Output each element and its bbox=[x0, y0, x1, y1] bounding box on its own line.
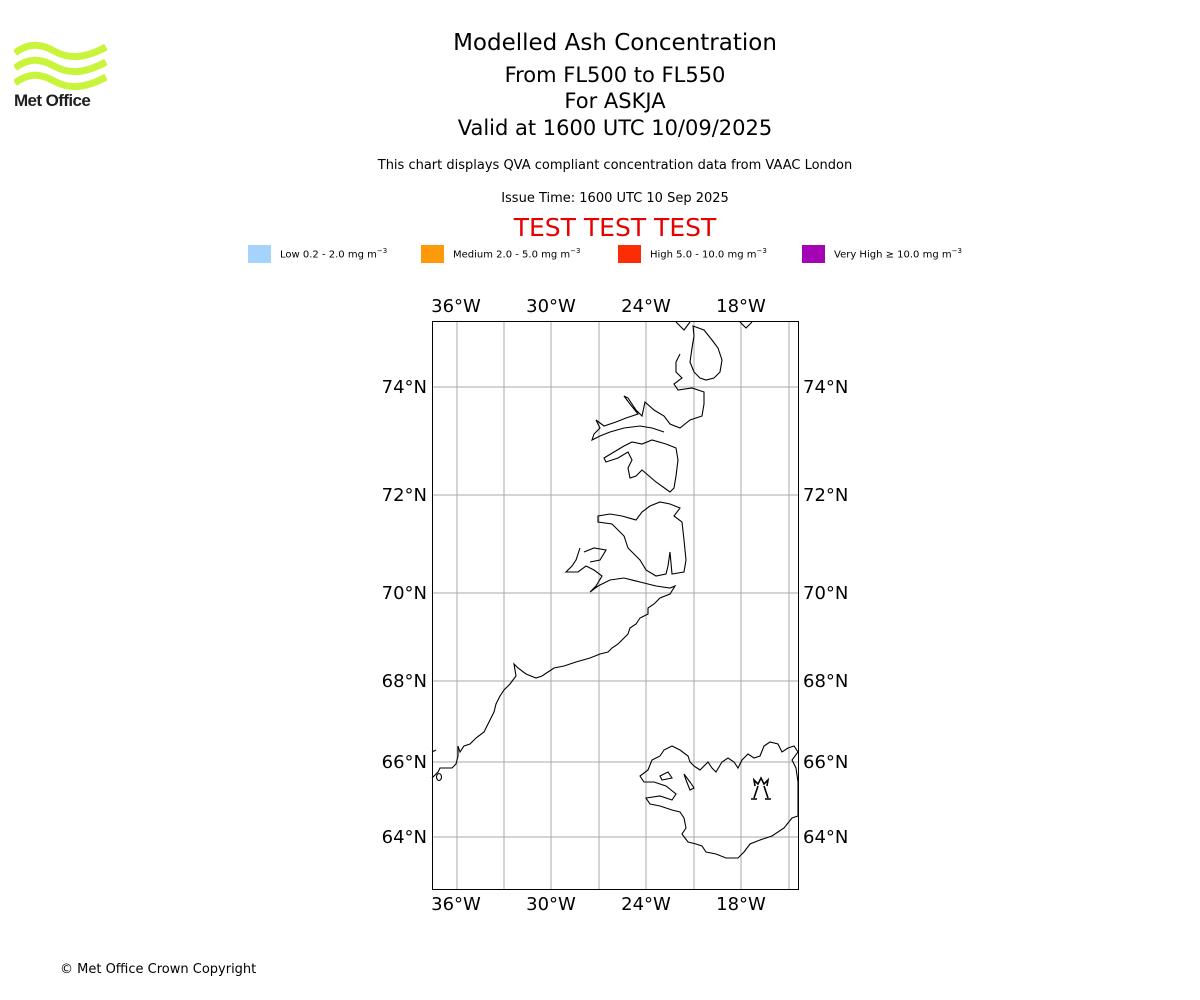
legend-swatch-high bbox=[618, 245, 641, 263]
map-frame bbox=[432, 321, 799, 890]
lon-label-bottom-18w: 18°W bbox=[716, 894, 766, 915]
issue-time: Issue Time: 1600 UTC 10 Sep 2025 bbox=[501, 191, 729, 206]
lon-label-top-30w: 30°W bbox=[526, 296, 576, 317]
lat-label-right-64n: 64°N bbox=[803, 827, 848, 848]
lat-label-left-68n: 68°N bbox=[382, 671, 427, 692]
legend-swatch-very-high bbox=[802, 245, 825, 263]
volcano-icon[interactable] bbox=[751, 776, 771, 800]
legend-label-high: High 5.0 - 10.0 mg m bbox=[650, 249, 757, 261]
lon-label-top-24w: 24°W bbox=[621, 296, 671, 317]
compliance-note: This chart displays QVA compliant concen… bbox=[377, 158, 853, 173]
volcano-name: For ASKJA bbox=[564, 89, 666, 113]
flight-level-range: From FL500 to FL550 bbox=[504, 63, 726, 87]
coastline bbox=[431, 321, 753, 782]
legend-swatch-low bbox=[248, 245, 271, 263]
logo-text: Met Office bbox=[14, 91, 91, 110]
lat-label-left-72n: 72°N bbox=[382, 485, 427, 506]
legend-item-medium: Medium 2.0 - 5.0 mg m−3 bbox=[421, 244, 580, 264]
lat-label-left-66n: 66°N bbox=[382, 752, 427, 773]
concentration-legend: Low 0.2 - 2.0 mg m−3 Medium 2.0 - 5.0 mg… bbox=[0, 244, 1200, 264]
lat-label-right-66n: 66°N bbox=[803, 752, 848, 773]
lat-label-right-74n: 74°N bbox=[803, 377, 848, 398]
graticule bbox=[432, 322, 798, 889]
lat-label-left-70n: 70°N bbox=[382, 583, 427, 604]
legend-item-very-high: Very High ≥ 10.0 mg m−3 bbox=[802, 244, 962, 264]
lat-label-right-68n: 68°N bbox=[803, 671, 848, 692]
legend-label-very-high: Very High ≥ 10.0 mg m bbox=[834, 249, 952, 261]
legend-swatch-medium bbox=[421, 245, 444, 263]
legend-label-low: Low 0.2 - 2.0 mg m bbox=[280, 249, 377, 261]
legend-item-low: Low 0.2 - 2.0 mg m−3 bbox=[248, 244, 387, 264]
lon-label-top-18w: 18°W bbox=[716, 296, 766, 317]
legend-unit-exponent-medium: −3 bbox=[570, 247, 581, 256]
legend-unit-exponent-high: −3 bbox=[756, 247, 767, 256]
legend-item-high: High 5.0 - 10.0 mg m−3 bbox=[618, 244, 767, 264]
lat-label-right-70n: 70°N bbox=[803, 583, 848, 604]
lat-label-right-72n: 72°N bbox=[803, 485, 848, 506]
test-banner: TEST TEST TEST bbox=[513, 213, 717, 242]
met-office-logo-icon bbox=[14, 41, 108, 90]
valid-time: Valid at 1600 UTC 10/09/2025 bbox=[457, 116, 773, 140]
lon-label-bottom-36w: 36°W bbox=[431, 894, 481, 915]
lat-label-left-64n: 64°N bbox=[382, 827, 427, 848]
legend-unit-exponent-very-high: −3 bbox=[951, 247, 962, 256]
lon-label-top-36w: 36°W bbox=[431, 296, 481, 317]
lat-label-left-74n: 74°N bbox=[382, 377, 427, 398]
legend-unit-exponent-low: −3 bbox=[376, 247, 388, 256]
iceland-coastline bbox=[639, 741, 799, 859]
legend-label-medium: Medium 2.0 - 5.0 mg m bbox=[453, 249, 571, 261]
lon-label-bottom-24w: 24°W bbox=[621, 894, 671, 915]
lon-label-bottom-30w: 30°W bbox=[526, 894, 576, 915]
chart-title: Modelled Ash Concentration bbox=[453, 30, 777, 56]
copyright-notice: © Met Office Crown Copyright bbox=[60, 962, 257, 977]
